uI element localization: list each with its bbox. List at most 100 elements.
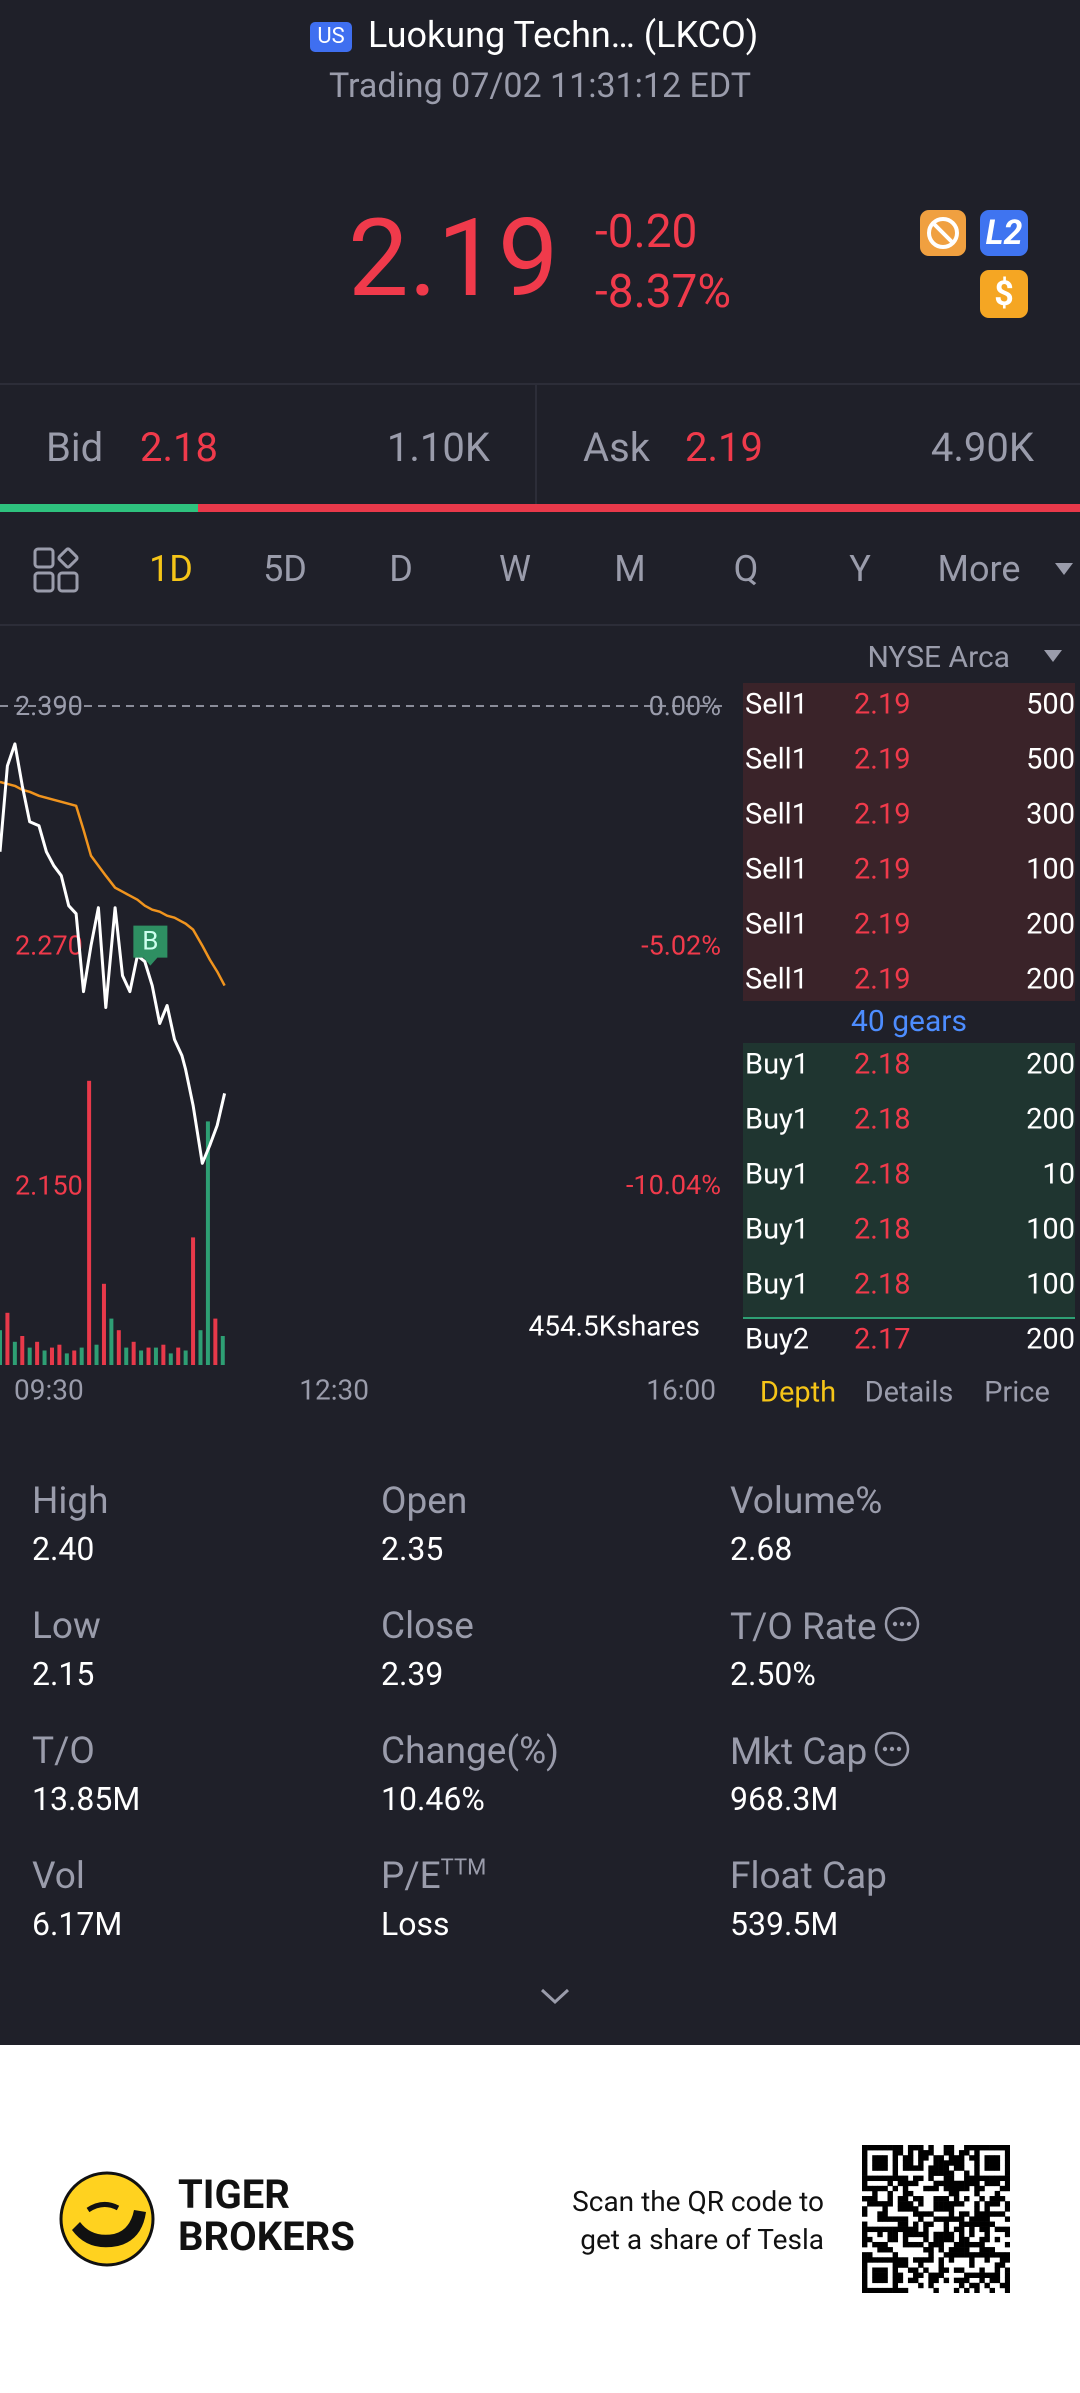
qr-module [948, 2170, 955, 2176]
qr-module [984, 2257, 990, 2263]
qr-module [984, 2236, 990, 2243]
book-size: 200 [1026, 963, 1075, 997]
book-tab[interactable]: Details [865, 1376, 954, 1410]
qr-module [994, 2145, 1001, 2151]
qr-module [923, 2185, 929, 2192]
qr-module [887, 2196, 893, 2202]
qr-module [892, 2155, 899, 2161]
book-size: 300 [1026, 798, 1075, 832]
qr-module [892, 2262, 899, 2268]
stat-label: Open [381, 1480, 468, 1523]
qr-module [1004, 2175, 1010, 2182]
qr-module [862, 2252, 868, 2258]
period-tab[interactable]: M [614, 548, 646, 590]
info-icon [875, 1731, 910, 1767]
qr-module [984, 2231, 990, 2238]
qr-module [862, 2226, 868, 2233]
dropdown-arrow [1044, 650, 1062, 662]
qr-module [938, 2155, 944, 2161]
period-tab[interactable]: Y [849, 548, 871, 590]
qr-module [862, 2282, 868, 2289]
period-tab[interactable]: More [937, 548, 1021, 590]
qr-module [994, 2277, 1001, 2284]
volume-bar [27, 1347, 32, 1365]
qr-module [989, 2221, 995, 2227]
qr-module [964, 2175, 970, 2182]
qr-module [913, 2231, 919, 2238]
period-tab[interactable]: 5D [263, 548, 307, 590]
qr-module [872, 2165, 878, 2171]
qr-module [877, 2272, 883, 2278]
qr-module [892, 2236, 899, 2243]
qr-module [867, 2252, 873, 2258]
volume-bar [161, 1344, 166, 1365]
qr-module [928, 2150, 934, 2156]
qr-module [907, 2180, 914, 2187]
qr-module [872, 2196, 878, 2202]
brand-line: TIGER [178, 2171, 290, 2218]
period-tab[interactable]: D [389, 548, 413, 590]
trade-marker [133, 925, 168, 966]
book-price: 2.19 [854, 853, 911, 887]
y2-tick-label: -10.04% [626, 1169, 721, 1201]
qr-module [958, 2216, 965, 2222]
stat-label: T/O Rate [730, 1605, 921, 1649]
volume-bar [72, 1350, 77, 1365]
volume-bar [131, 1341, 136, 1365]
qr-module [999, 2252, 1006, 2258]
qr-module [902, 2180, 909, 2187]
qr-module [994, 2201, 1001, 2207]
layout-icon[interactable] [32, 546, 80, 594]
period-tab[interactable]: Q [733, 548, 759, 590]
info-icon[interactable] [883, 1605, 921, 1643]
stat-label: Float Cap [730, 1855, 887, 1898]
qr-module [994, 2252, 1001, 2258]
qr-module [984, 2165, 990, 2171]
qr-module [974, 2185, 980, 2192]
volume-bar [213, 1318, 218, 1365]
qr-module [913, 2241, 919, 2248]
qr-module [948, 2216, 955, 2222]
qr-module [1004, 2180, 1010, 2187]
qr-module [877, 2216, 883, 2222]
qr-module [902, 2231, 909, 2238]
qr-module [979, 2145, 985, 2151]
qr-module [877, 2267, 883, 2273]
info-icon[interactable] [873, 1730, 911, 1768]
qr-module [913, 2277, 919, 2284]
qr-module [902, 2196, 909, 2202]
qr-module [902, 2262, 909, 2268]
qr-module [928, 2221, 934, 2227]
expand-chevron[interactable] [538, 1986, 572, 2008]
book-size: 100 [1026, 1268, 1075, 1302]
book-tab[interactable]: Depth [760, 1376, 836, 1410]
exchange[interactable]: NYSE Arca [867, 640, 1010, 675]
qr-module [877, 2175, 883, 2182]
qr-module [897, 2262, 904, 2268]
qr-module [933, 2185, 939, 2192]
qr-module [907, 2277, 914, 2284]
qr-module [969, 2282, 975, 2289]
qr-module [933, 2165, 939, 2171]
qr-module [943, 2277, 950, 2284]
qr-module [969, 2262, 975, 2268]
qr-module [907, 2201, 914, 2207]
qr-module [877, 2145, 883, 2151]
qr-module [979, 2247, 985, 2253]
qr-module [882, 2241, 888, 2248]
stat-value: 539.5M [730, 1905, 839, 1941]
qr-module [887, 2257, 893, 2263]
period-tab[interactable]: 1D [149, 548, 193, 590]
qr-module [989, 2211, 995, 2217]
qr-module [923, 2267, 929, 2273]
book-tab[interactable]: Price [984, 1376, 1050, 1410]
qr-module [907, 2206, 914, 2212]
qr-module [979, 2226, 985, 2233]
qr-module [938, 2201, 944, 2207]
qr-module [974, 2155, 980, 2161]
qr-module [867, 2287, 873, 2293]
qr-module [953, 2252, 960, 2258]
qr-module [872, 2272, 878, 2278]
qr-module [872, 2277, 878, 2284]
period-tab[interactable]: W [499, 548, 531, 590]
